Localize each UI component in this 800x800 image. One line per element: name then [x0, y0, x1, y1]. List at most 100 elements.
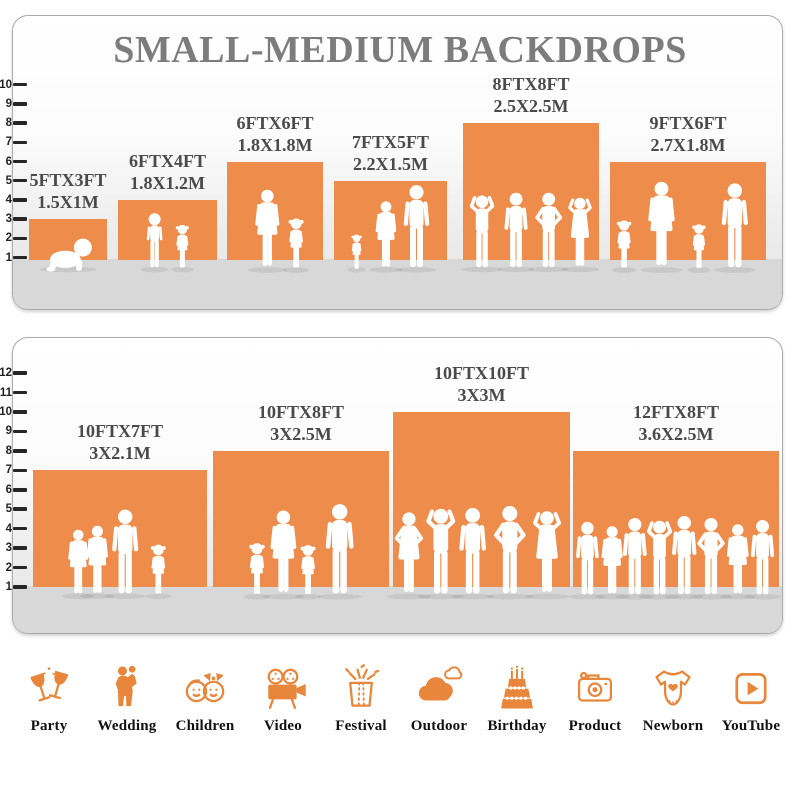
- size-ft-label: 6FTX4FT: [128, 150, 207, 171]
- axis-tick: [13, 429, 27, 434]
- axis-tick: [13, 255, 27, 260]
- woman-hips-silhouette: [397, 512, 422, 592]
- size-m-label: 1.8X1.2M: [129, 172, 205, 193]
- size-ft-label: 10FTX10FT: [433, 362, 530, 383]
- people-silhouette: [243, 503, 362, 600]
- axis-tick: [13, 102, 27, 106]
- axis-tick-label: 6: [5, 483, 12, 496]
- axis-tick-label: 1: [5, 251, 12, 264]
- backdrop-size-label: 12FTX8FT 3.6X2.5M: [633, 401, 719, 445]
- axis-tick-label: 5: [5, 503, 12, 516]
- category-item: Wedding: [88, 663, 166, 763]
- woman-silhouette: [255, 189, 280, 266]
- category-item: Product: [556, 663, 634, 763]
- people-silhouette: [347, 184, 437, 273]
- axis-tick-label: 10: [0, 78, 12, 91]
- category-item: YouTube: [712, 663, 790, 763]
- size-ft-label: 10FTX7FT: [76, 421, 164, 442]
- category-label: YouTube: [721, 718, 781, 734]
- girl-silhouette: [249, 543, 265, 594]
- man-hips-silhouette: [537, 193, 560, 267]
- size-m-label: 2.2X1.5M: [352, 153, 428, 174]
- floor-strip: [13, 259, 782, 309]
- axis-tick: [13, 410, 27, 414]
- category-item: Outdoor: [400, 663, 478, 763]
- girl-silhouette: [351, 234, 362, 269]
- woman-silhouette: [601, 526, 623, 594]
- axis-tick: [13, 140, 27, 145]
- category-item: Party: [10, 663, 88, 763]
- people-silhouette: [386, 412, 570, 600]
- backdrop-size-label: 10FTX10FT 3X3M: [434, 362, 529, 406]
- girl-silhouette: [288, 217, 304, 267]
- man-up-silhouette: [472, 196, 493, 268]
- festival-icon: [336, 663, 386, 713]
- size-ft-label: 7FTX5FT: [351, 131, 430, 152]
- woman-silhouette: [86, 526, 109, 594]
- category-label: Wedding: [97, 718, 157, 734]
- size-m-label: 1.5X1M: [37, 192, 99, 213]
- girl-silhouette: [616, 219, 632, 268]
- man-silhouette: [111, 509, 139, 594]
- axis-tick: [13, 565, 27, 570]
- backdrop-size-label: 10FTX8FT 3X2.5M: [258, 401, 344, 445]
- backdrop-size-label: 7FTX5FT 2.2X1.5M: [352, 131, 429, 175]
- woman-silhouette: [68, 530, 89, 594]
- backdrop-size-label: 10FTX7FT 3X2.1M: [77, 420, 163, 464]
- man-silhouette: [721, 182, 749, 267]
- size-ft-label: 10FTX8FT: [257, 401, 345, 422]
- man-hips-silhouette: [496, 506, 523, 593]
- people-silhouette: [611, 181, 756, 273]
- man-silhouette: [325, 503, 354, 594]
- man-silhouette: [622, 517, 647, 595]
- boy-silhouette: [146, 213, 163, 268]
- category-row: Party Wedding Children Video Festival Outdoor…: [10, 663, 790, 763]
- people-silhouette: [569, 515, 781, 600]
- axis-tick: [13, 121, 27, 125]
- children-icon: [180, 663, 230, 713]
- backdrop-size-label: 5FTX3FT 1.5X1M: [29, 169, 106, 213]
- axis-tick: [13, 236, 27, 241]
- man-silhouette: [459, 507, 487, 594]
- axis-tick: [13, 198, 27, 202]
- axis-tick-label: 1: [5, 581, 12, 593]
- axis-tick-label: 4: [5, 522, 12, 535]
- size-m-label: 3X3M: [457, 384, 506, 405]
- backdrop-size-label: 6FTX4FT 1.8X1.2M: [129, 150, 206, 194]
- woman-silhouette: [270, 510, 297, 592]
- axis-tick-label: 8: [5, 117, 12, 130]
- man-silhouette: [671, 515, 697, 594]
- category-item: Video: [244, 663, 322, 763]
- man-silhouette: [504, 192, 528, 268]
- axis-tick-label: 8: [5, 444, 12, 457]
- axis-tick: [13, 585, 27, 589]
- axis-tick: [13, 487, 27, 492]
- size-m-label: 3.6X2.5M: [638, 423, 714, 444]
- people-silhouette: [39, 238, 97, 273]
- category-label: Birthday: [487, 718, 547, 734]
- axis-tick: [13, 449, 27, 453]
- man-silhouette: [575, 521, 599, 595]
- axis-tick: [13, 546, 27, 550]
- axis-tick-label: 11: [0, 386, 12, 399]
- category-label: Outdoor: [410, 718, 468, 734]
- woman-silhouette: [648, 181, 675, 265]
- size-ft-label: 8FTX8FT: [492, 74, 570, 95]
- girl-silhouette: [692, 223, 706, 268]
- birthday-icon: [492, 663, 542, 713]
- axis-tick-label: 10: [0, 405, 12, 418]
- outdoor-icon: [414, 663, 464, 713]
- axis-tick-label: 2: [5, 232, 12, 245]
- backdrop-size-label: 8FTX8FT 2.5X2.5M: [492, 73, 569, 117]
- category-label: Children: [175, 718, 235, 734]
- category-label: Video: [264, 718, 302, 734]
- man-up-silhouette: [428, 509, 453, 594]
- category-label: Party: [30, 718, 68, 734]
- category-item: Children: [166, 663, 244, 763]
- girl-silhouette: [150, 544, 166, 594]
- product-icon: [570, 663, 620, 713]
- size-ft-label: 12FTX8FT: [632, 401, 720, 422]
- size-m-label: 3X2.1M: [89, 443, 151, 464]
- newborn-icon: [648, 663, 698, 713]
